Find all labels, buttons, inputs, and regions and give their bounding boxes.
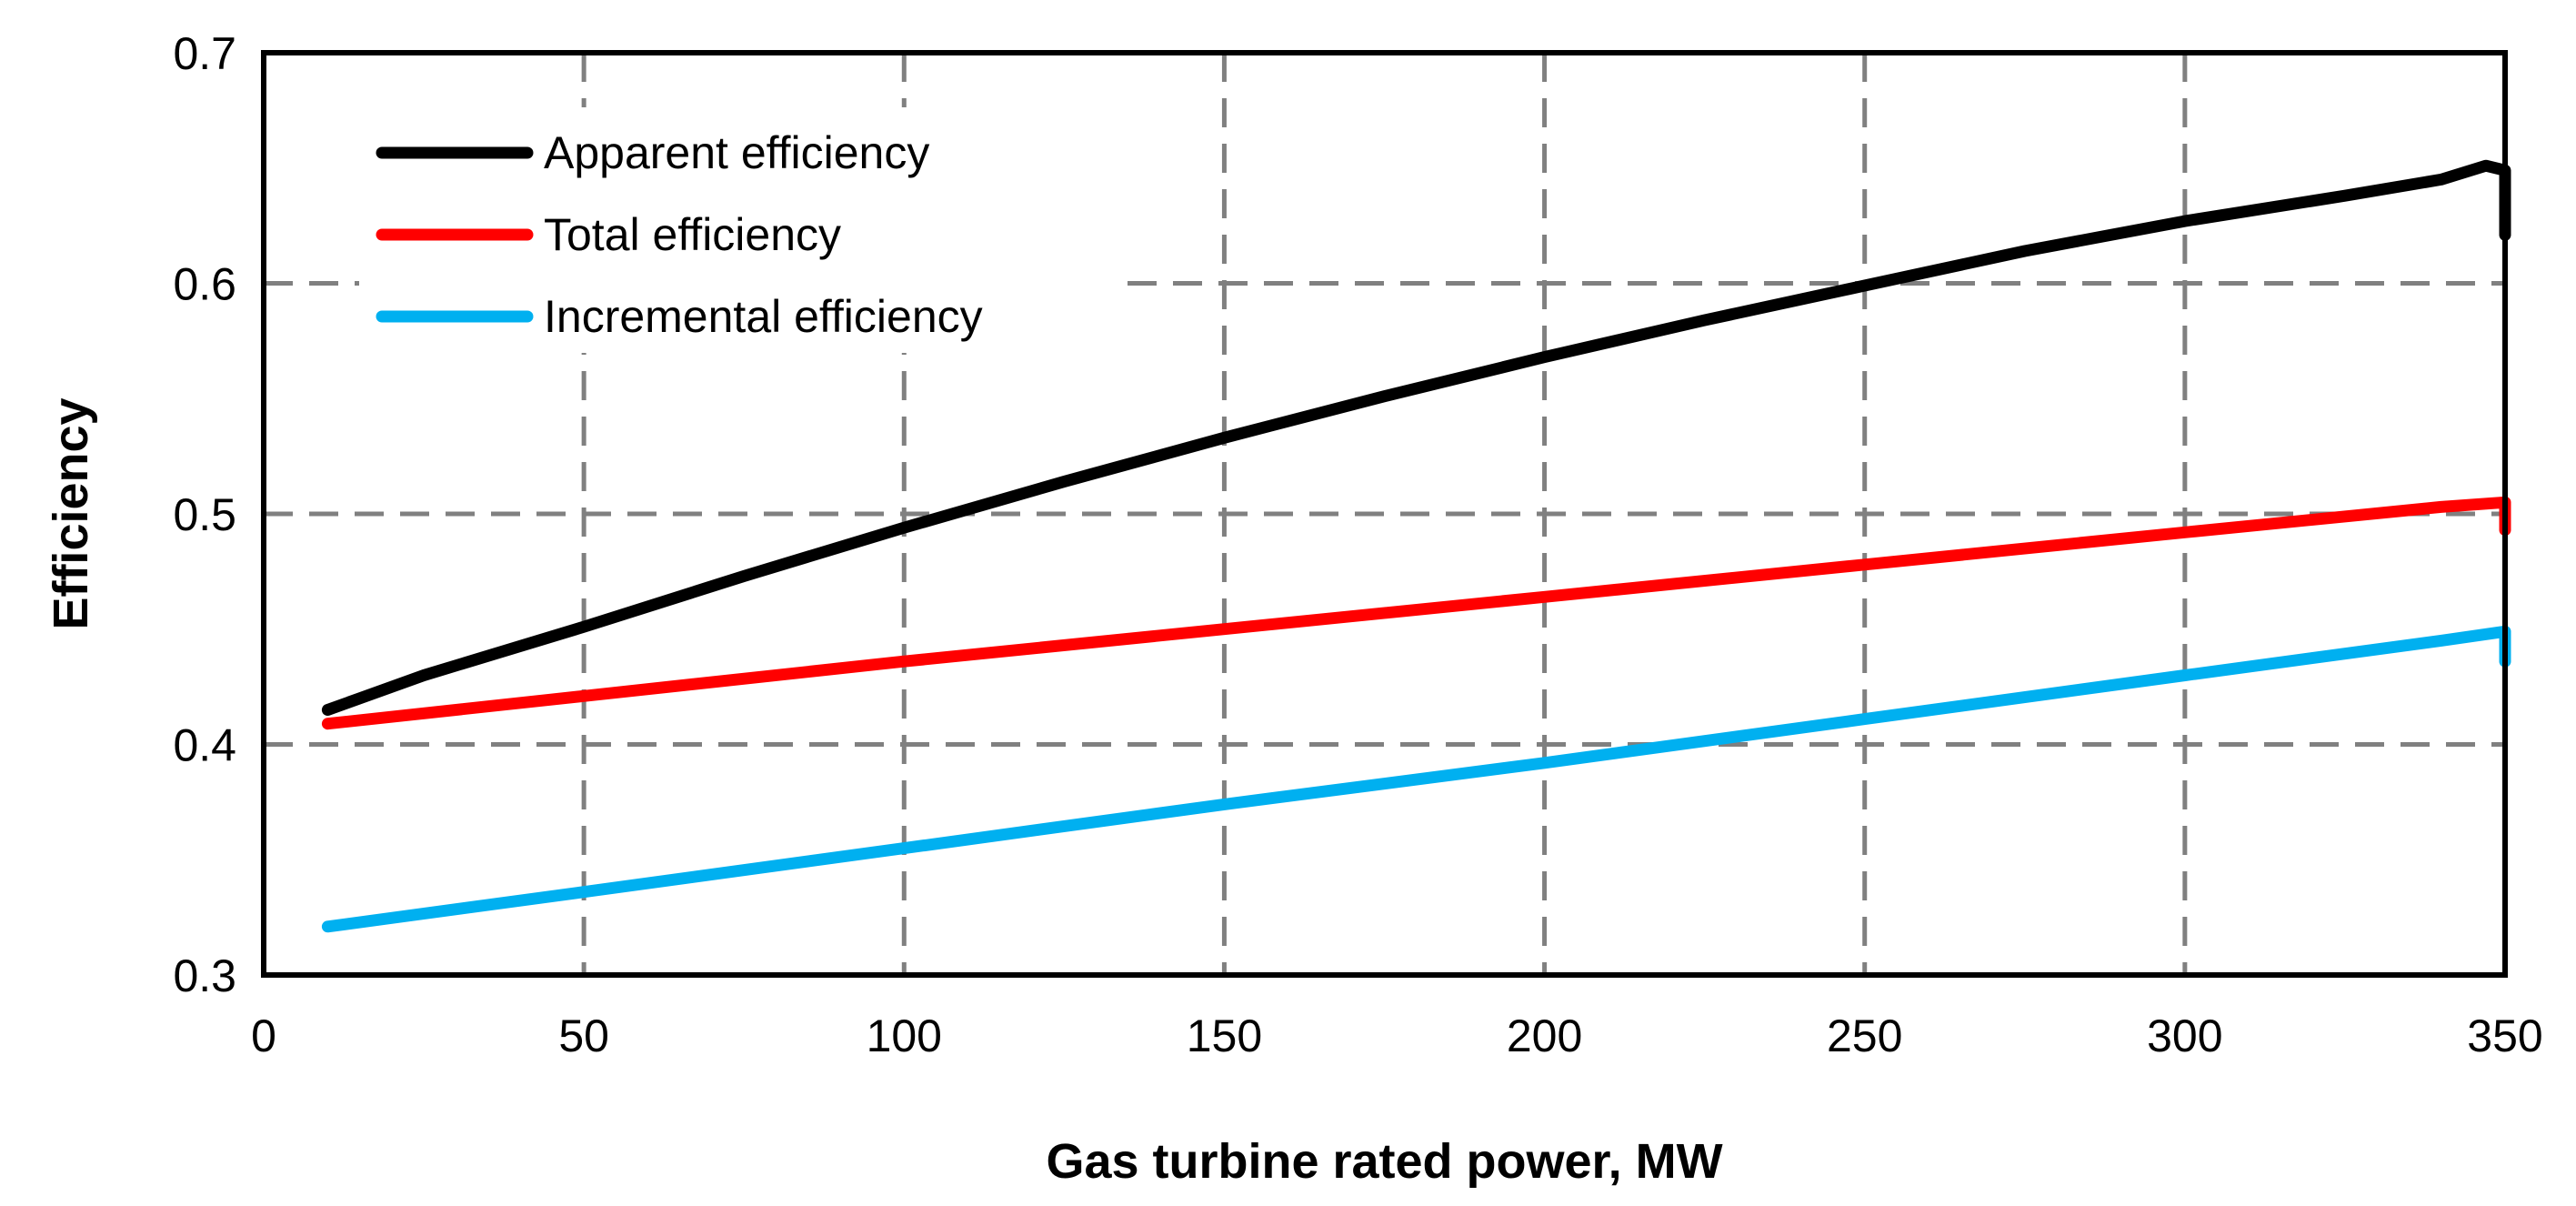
y-tick-label: 0.6 (173, 259, 236, 310)
x-tick-label: 200 (1507, 1010, 1582, 1061)
y-axis-ticks: 0.3 0.4 0.5 0.6 0.7 (173, 28, 236, 1001)
y-tick-label: 0.5 (173, 489, 236, 540)
legend-label-apparent-efficiency: Apparent efficiency (544, 127, 929, 178)
y-axis-title: Efficiency (44, 397, 98, 629)
y-tick-label: 0.3 (173, 950, 236, 1001)
x-tick-label: 100 (867, 1010, 942, 1061)
plot-area-frame (261, 50, 2508, 978)
x-axis-ticks: 0 50 100 150 200 250 300 350 (251, 1010, 2543, 1061)
y-tick-label: 0.7 (173, 28, 236, 79)
x-tick-label: 50 (558, 1010, 609, 1061)
series-line-total-efficiency (321, 496, 2511, 730)
series-group (321, 159, 2511, 933)
x-tick-label: 250 (1827, 1010, 1902, 1061)
legend: Apparent efficiency Total efficiency Incre… (376, 127, 983, 342)
x-tick-label: 350 (2467, 1010, 2542, 1061)
x-tick-label: 0 (251, 1010, 276, 1061)
y-tick-label: 0.4 (173, 720, 236, 771)
series-line-incremental-efficiency (321, 625, 2511, 933)
legend-label-incremental-efficiency: Incremental efficiency (544, 291, 983, 342)
legend-label-total-efficiency: Total efficiency (544, 209, 841, 260)
x-axis-title: Gas turbine rated power, MW (1046, 1134, 1722, 1189)
x-tick-label: 300 (2147, 1010, 2222, 1061)
x-tick-label: 150 (1187, 1010, 1262, 1061)
series-line-apparent-efficiency (321, 159, 2511, 716)
